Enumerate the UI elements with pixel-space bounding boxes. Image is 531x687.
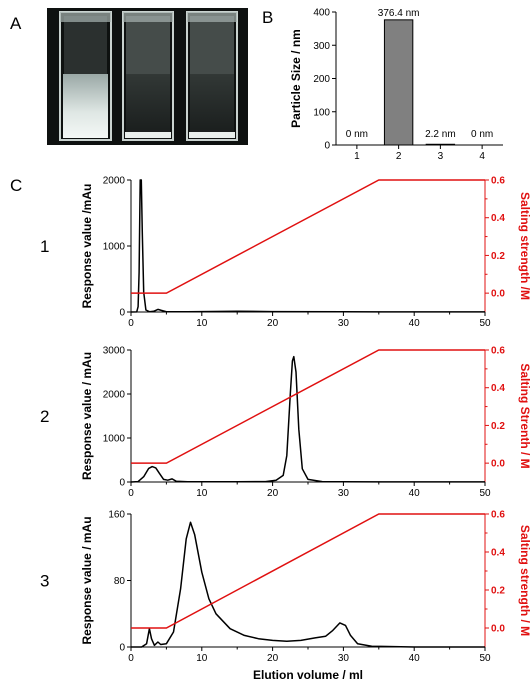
salt-gradient-line — [131, 513, 485, 629]
data-label-2: 376.4 nm — [378, 8, 420, 19]
x-tick-label: 40 — [409, 318, 421, 329]
y-tick-label: 0 — [119, 643, 125, 654]
x-tick-label: 40 — [409, 488, 421, 499]
x-tick-label: 30 — [338, 318, 350, 329]
x-tick-label: 50 — [479, 488, 491, 499]
y2-tick-label: 0.6 — [491, 510, 505, 521]
y-tick-label: 100 — [313, 107, 330, 118]
x-tick-label: 30 — [338, 488, 350, 499]
x-tick-label: 20 — [267, 488, 279, 499]
y-tick-label: 2000 — [103, 176, 126, 187]
y2-tick-label: 0.6 — [491, 346, 505, 357]
y2-tick-label: 0.4 — [491, 383, 505, 394]
x-tick-label: 0 — [128, 653, 134, 664]
bar-3 — [425, 143, 456, 146]
y-tick-label: 400 — [313, 8, 330, 19]
y2-tick-label: 0.2 — [491, 421, 505, 432]
particle-size-bar-chart: 0 100 200 300 400 1 0 nm 2 376.4 nm 3 2.2 nm 4 0 nm P… — [289, 8, 503, 162]
data-label-1: 0 nm — [346, 129, 368, 140]
y-axis-title: Particle Size / nm — [289, 29, 303, 128]
panel-label-b: B — [262, 8, 274, 27]
x-tick-label: 10 — [196, 653, 208, 664]
chromatogram-1: 0 1000 2000 0 10 20 30 40 50 0.0 0.2 0.4 0.6 1 Respons… — [40, 176, 531, 330]
x-axis-title: Elution volume / ml — [253, 668, 363, 682]
y-tick-label: 0 — [324, 141, 330, 152]
y2-tick-label: 0.0 — [491, 624, 505, 635]
x-tick-label: 0 — [128, 488, 134, 499]
y-tick-label: 80 — [114, 576, 126, 587]
x-tick-label: 50 — [479, 653, 491, 664]
x-tick-label: 50 — [479, 318, 491, 329]
data-label-4: 0 nm — [471, 129, 493, 140]
cuvette-2 — [122, 11, 174, 141]
y-tick-label: 160 — [108, 510, 125, 521]
y2-tick-label: 0.0 — [491, 459, 505, 470]
x-tick-label: 1 — [354, 151, 360, 162]
cuvette-3 — [186, 11, 238, 141]
data-label-3: 2.2 nm — [425, 129, 456, 140]
cuvette-1 — [59, 11, 112, 141]
y-tick-label: 1000 — [103, 242, 126, 253]
y2-tick-label: 0.4 — [491, 213, 505, 224]
response-trace — [131, 521, 485, 648]
y-tick-label: 2000 — [103, 390, 126, 401]
x-tick-label: 10 — [196, 488, 208, 499]
y-tick-label: 0 — [119, 478, 125, 489]
y-tick-label: 0 — [119, 308, 125, 319]
x-tick-label: 10 — [196, 318, 208, 329]
x-tick-label: 20 — [267, 318, 279, 329]
x-tick-label: 30 — [338, 653, 350, 664]
y2-axis-title: Salting Strenth / M — [518, 363, 531, 468]
y-tick-label: 300 — [313, 41, 330, 52]
response-trace — [130, 355, 485, 483]
panel-label-c: C — [10, 176, 23, 195]
response-trace — [130, 179, 485, 313]
cuvette-photo — [47, 8, 248, 145]
y2-axis-title: Salting strength /M — [518, 192, 531, 300]
y-axis-title: Response value / mAu — [80, 352, 94, 480]
x-tick-label: 3 — [438, 151, 444, 162]
y-axis-title: Response value /mAu — [80, 184, 94, 309]
chromatogram-2: 0 1000 2000 3000 0 10 20 30 40 50 0.0 0.2 0.4 0.6 2 Res… — [40, 346, 531, 500]
y2-tick-label: 0.4 — [491, 548, 505, 559]
y2-tick-label: 0.2 — [491, 251, 505, 262]
panel-label-a: A — [10, 14, 22, 33]
y2-tick-label: 0.6 — [491, 176, 505, 187]
row-label: 3 — [40, 572, 49, 591]
chromatogram-3: 0 80 160 0 10 20 30 40 50 0.0 0.2 0.4 0.6 3 Response v… — [40, 510, 531, 683]
y-tick-label: 1000 — [103, 434, 126, 445]
y-axis-title: Response value / mAu — [80, 516, 94, 644]
salt-gradient-line — [131, 349, 485, 464]
x-tick-label: 20 — [267, 653, 279, 664]
x-tick-label: 40 — [409, 653, 421, 664]
x-tick-label: 0 — [128, 318, 134, 329]
salt-gradient-line — [131, 179, 485, 294]
y-tick-label: 200 — [313, 74, 330, 85]
bar-2 — [383, 19, 414, 146]
y2-tick-label: 0.2 — [491, 586, 505, 597]
y2-tick-label: 0.0 — [491, 289, 505, 300]
row-label: 1 — [40, 237, 49, 256]
row-label: 2 — [40, 407, 49, 426]
y-tick-label: 3000 — [103, 346, 126, 357]
x-tick-label: 4 — [479, 151, 485, 162]
y2-axis-title: Salting strength / M — [518, 525, 531, 636]
x-tick-label: 2 — [396, 151, 402, 162]
